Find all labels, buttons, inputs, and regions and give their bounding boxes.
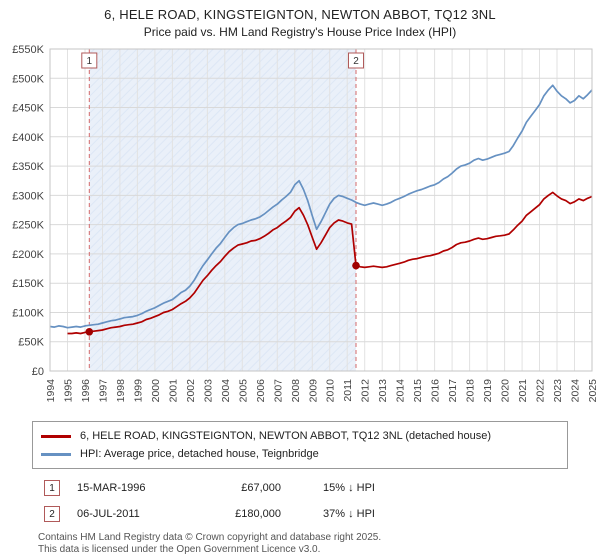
- chart-legend: 6, HELE ROAD, KINGSTEIGNTON, NEWTON ABBO…: [32, 421, 568, 469]
- svg-text:1999: 1999: [132, 379, 144, 403]
- svg-text:2007: 2007: [272, 379, 284, 403]
- sale-2-date: 06-JUL-2011: [77, 508, 140, 520]
- svg-text:£0: £0: [32, 366, 44, 378]
- svg-text:£400K: £400K: [12, 132, 44, 144]
- footer-line-2: This data is licensed under the Open Gov…: [38, 544, 321, 555]
- svg-text:1994: 1994: [45, 379, 57, 403]
- sale-badge-2: [348, 52, 364, 69]
- svg-text:2009: 2009: [307, 379, 319, 403]
- svg-text:2002: 2002: [185, 379, 197, 403]
- svg-text:1996: 1996: [80, 379, 92, 403]
- svg-text:2020: 2020: [500, 379, 512, 403]
- svg-text:2017: 2017: [447, 379, 459, 403]
- svg-text:2008: 2008: [290, 379, 302, 403]
- legend-item-hpi: HPI: Average price, detached house, Teig…: [41, 445, 559, 463]
- legend-item-property: 6, HELE ROAD, KINGSTEIGNTON, NEWTON ABBO…: [41, 427, 559, 445]
- sale-row-1: 1 15-MAR-1996 £67,000 15% ↓ HPI: [44, 480, 600, 496]
- svg-text:2006: 2006: [255, 379, 267, 403]
- svg-text:2018: 2018: [465, 379, 477, 403]
- svg-text:1: 1: [87, 56, 93, 67]
- svg-text:2014: 2014: [395, 379, 407, 403]
- sale-2-hpi-delta: 37% ↓ HPI: [323, 508, 375, 520]
- svg-text:1995: 1995: [63, 379, 75, 403]
- svg-text:£50K: £50K: [18, 337, 44, 349]
- sale-2-price: £180,000: [235, 508, 281, 520]
- svg-text:2025: 2025: [587, 379, 599, 403]
- svg-text:1997: 1997: [98, 379, 110, 403]
- legend-swatch-hpi: [41, 452, 71, 456]
- sale-marker-2: [352, 261, 360, 270]
- svg-text:£550K: £550K: [12, 44, 44, 56]
- sale-1-hpi-delta: 15% ↓ HPI: [323, 482, 375, 494]
- svg-text:2019: 2019: [482, 379, 494, 403]
- svg-text:2016: 2016: [430, 379, 442, 403]
- svg-text:2011: 2011: [342, 379, 354, 402]
- svg-text:£150K: £150K: [12, 278, 44, 290]
- legend-label-hpi: HPI: Average price, detached house, Teig…: [80, 448, 319, 460]
- plot-border: [49, 48, 593, 372]
- property-line: [67, 191, 593, 335]
- page-subtitle: Price paid vs. HM Land Registry's House …: [143, 25, 457, 39]
- sale-row-2: 2 06-JUL-2011 £180,000 37% ↓ HPI: [44, 506, 600, 522]
- legend-label-property: 6, HELE ROAD, KINGSTEIGNTON, NEWTON ABBO…: [80, 430, 492, 442]
- svg-text:£250K: £250K: [12, 220, 44, 232]
- svg-text:2003: 2003: [202, 379, 214, 403]
- svg-text:2005: 2005: [237, 379, 249, 403]
- sale-1-date: 15-MAR-1996: [77, 482, 146, 494]
- sale-1-price: £67,000: [241, 482, 281, 494]
- sales-list: 1 15-MAR-1996 £67,000 15% ↓ HPI 2 06-JUL…: [44, 480, 600, 522]
- svg-text:£300K: £300K: [12, 190, 44, 202]
- svg-text:2021: 2021: [517, 379, 529, 403]
- sale-2-badge: 2: [44, 506, 60, 522]
- svg-text:£350K: £350K: [12, 161, 44, 173]
- sale-marker-1: [85, 328, 94, 336]
- svg-text:2024: 2024: [570, 379, 582, 403]
- footer: Contains HM Land Registry data © Crown c…: [38, 532, 600, 556]
- svg-text:£500K: £500K: [12, 73, 44, 85]
- svg-text:2001: 2001: [167, 379, 179, 403]
- between-sales-shading: [89, 49, 356, 371]
- footer-line-1: Contains HM Land Registry data © Crown c…: [38, 532, 382, 543]
- svg-text:2023: 2023: [552, 379, 564, 403]
- svg-text:2: 2: [353, 56, 359, 67]
- sale-badge-1: [81, 52, 98, 69]
- hpi-line: [49, 84, 593, 329]
- svg-text:1998: 1998: [115, 379, 127, 403]
- svg-text:£200K: £200K: [12, 249, 44, 261]
- legend-swatch-property: [41, 434, 71, 438]
- svg-text:£100K: £100K: [12, 308, 44, 320]
- svg-text:2004: 2004: [220, 379, 232, 403]
- svg-text:2013: 2013: [377, 379, 389, 403]
- svg-text:2012: 2012: [360, 379, 372, 403]
- svg-text:2010: 2010: [325, 379, 337, 403]
- price-chart: 1994 1995 1996 1997 1998 1999 2000 2001 2002 2003…: [12, 44, 599, 403]
- page-title: 6, HELE ROAD, KINGSTEIGNTON, NEWTON ABBO…: [104, 7, 496, 22]
- svg-text:2015: 2015: [412, 379, 424, 403]
- svg-text:2022: 2022: [535, 379, 547, 403]
- svg-text:2000: 2000: [150, 379, 162, 403]
- svg-text:£450K: £450K: [12, 103, 44, 115]
- y-grid-and-labels: £0 £50K £100K £150K £200K £250K £300K £350K £400…: [12, 44, 592, 378]
- sale-1-badge: 1: [44, 480, 60, 496]
